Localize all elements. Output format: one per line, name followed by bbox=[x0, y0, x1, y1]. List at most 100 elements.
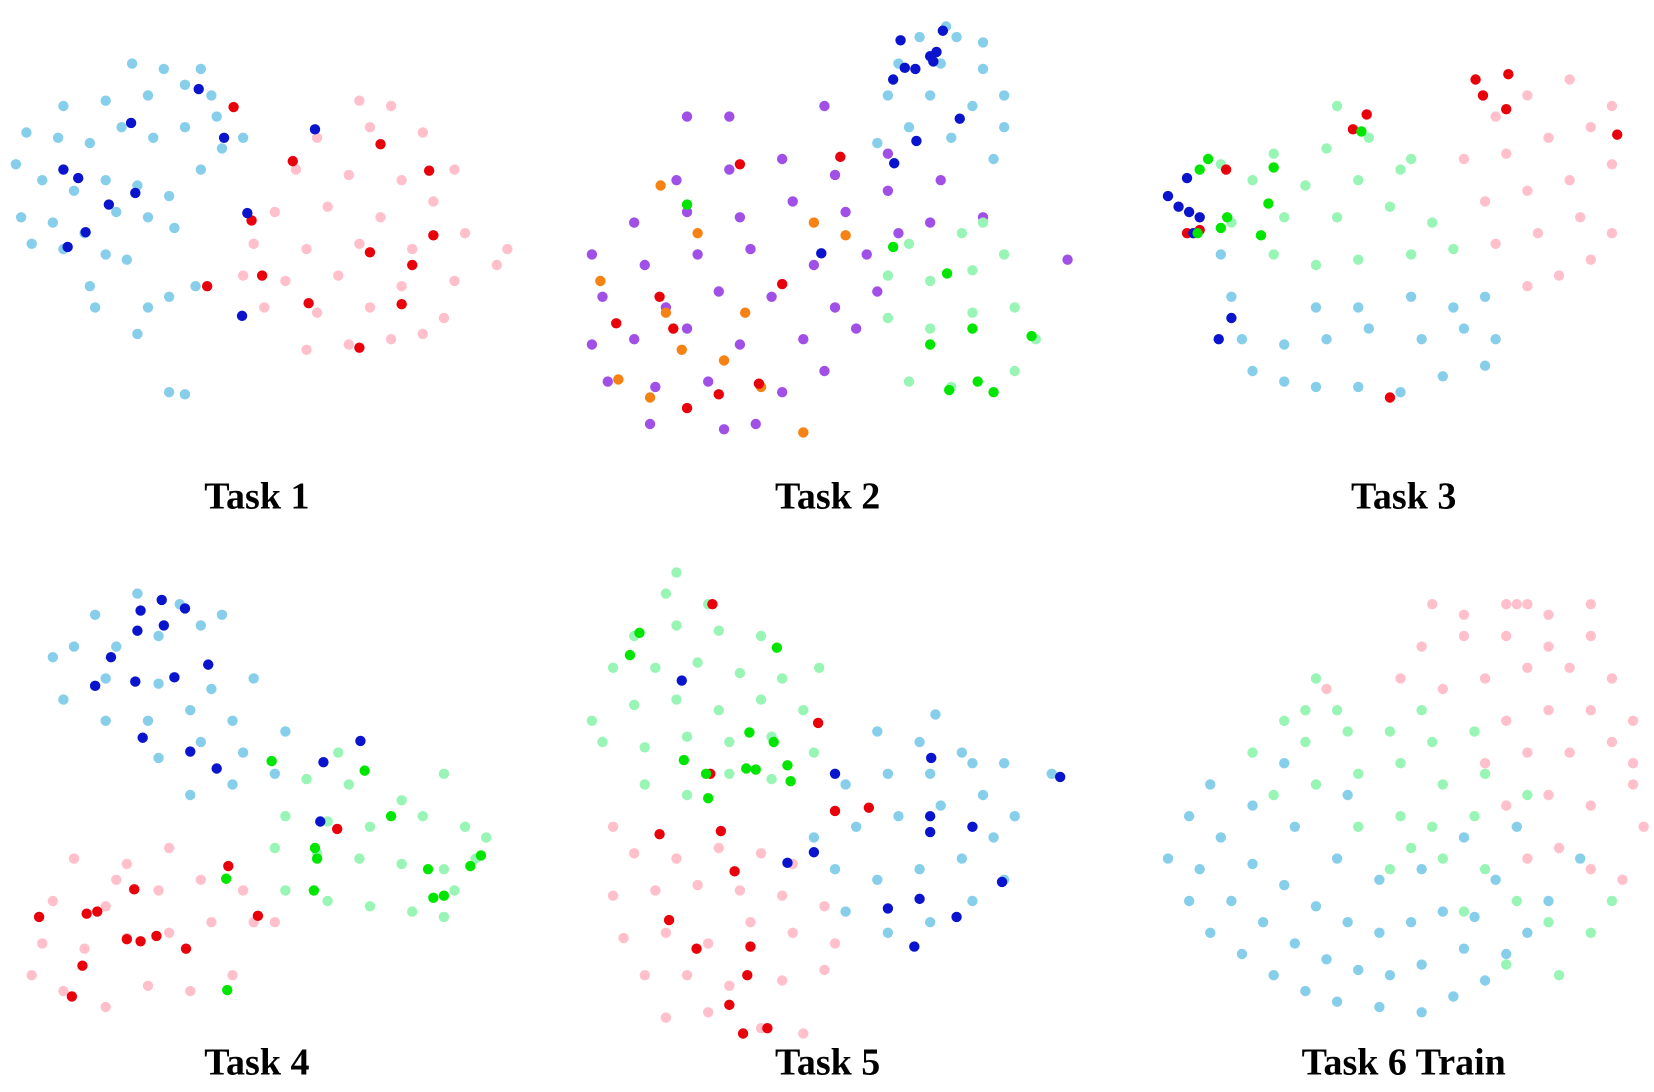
point bbox=[954, 113, 965, 124]
point bbox=[996, 876, 1008, 888]
point bbox=[1374, 927, 1385, 938]
point bbox=[671, 567, 682, 578]
point bbox=[1553, 270, 1565, 281]
point-series bbox=[1215, 100, 1459, 271]
point bbox=[318, 756, 329, 768]
point bbox=[1220, 164, 1232, 175]
point bbox=[449, 885, 460, 896]
point bbox=[734, 667, 746, 679]
point bbox=[1202, 153, 1214, 165]
point bbox=[1205, 779, 1216, 790]
point bbox=[840, 779, 851, 790]
point bbox=[100, 1001, 111, 1013]
point bbox=[1458, 323, 1470, 334]
panel-title: Task 2 bbox=[775, 476, 880, 518]
point bbox=[303, 297, 314, 309]
point bbox=[595, 275, 606, 287]
point bbox=[1331, 100, 1343, 112]
point bbox=[502, 243, 513, 255]
point bbox=[650, 381, 661, 393]
point bbox=[1173, 201, 1184, 212]
point-series bbox=[89, 594, 366, 827]
point bbox=[903, 376, 915, 387]
point bbox=[650, 662, 661, 673]
point bbox=[322, 201, 333, 212]
point bbox=[681, 111, 693, 122]
point bbox=[1612, 129, 1623, 140]
point bbox=[776, 387, 788, 398]
point bbox=[259, 302, 270, 313]
point bbox=[1575, 212, 1586, 223]
point bbox=[103, 199, 115, 210]
point bbox=[156, 594, 167, 606]
point bbox=[650, 885, 661, 896]
point bbox=[459, 228, 471, 239]
point bbox=[1627, 758, 1639, 769]
point bbox=[449, 275, 460, 287]
point bbox=[301, 344, 312, 355]
point bbox=[713, 842, 724, 854]
point bbox=[977, 37, 989, 48]
point bbox=[322, 895, 333, 907]
point bbox=[1437, 853, 1449, 864]
point bbox=[681, 731, 693, 742]
point bbox=[734, 885, 746, 896]
point bbox=[1255, 230, 1267, 241]
point bbox=[893, 228, 904, 239]
point bbox=[308, 885, 320, 896]
point bbox=[882, 90, 894, 101]
point bbox=[248, 673, 259, 684]
point bbox=[988, 153, 999, 165]
point bbox=[77, 960, 88, 971]
point bbox=[89, 302, 101, 313]
point bbox=[1384, 392, 1396, 403]
point bbox=[742, 970, 753, 981]
point bbox=[428, 230, 439, 241]
point bbox=[745, 243, 756, 255]
point bbox=[1437, 683, 1449, 695]
point bbox=[266, 755, 277, 767]
point bbox=[787, 927, 798, 938]
point-series bbox=[586, 567, 825, 801]
point-series bbox=[58, 83, 321, 322]
point bbox=[37, 938, 48, 949]
point bbox=[1469, 811, 1480, 822]
point bbox=[1300, 705, 1311, 716]
point bbox=[1279, 376, 1290, 387]
point-series bbox=[586, 100, 1073, 435]
point bbox=[105, 652, 117, 663]
point bbox=[745, 941, 756, 952]
point bbox=[111, 874, 122, 885]
point bbox=[813, 662, 825, 673]
point bbox=[1522, 281, 1533, 292]
point bbox=[1226, 895, 1237, 907]
point bbox=[84, 137, 96, 149]
point bbox=[1405, 153, 1417, 165]
point bbox=[1458, 630, 1470, 642]
point bbox=[315, 816, 326, 827]
point bbox=[734, 339, 746, 350]
point bbox=[201, 281, 213, 292]
point bbox=[1416, 959, 1427, 970]
point-series bbox=[1192, 126, 1367, 241]
point bbox=[1522, 853, 1533, 864]
point bbox=[1469, 911, 1480, 923]
point bbox=[179, 122, 191, 133]
point bbox=[185, 789, 196, 801]
point bbox=[1479, 768, 1491, 779]
point bbox=[1458, 609, 1470, 620]
point-series bbox=[1321, 599, 1649, 885]
point bbox=[1331, 996, 1343, 1007]
point bbox=[236, 310, 248, 322]
point bbox=[776, 975, 788, 986]
point bbox=[951, 911, 962, 923]
point bbox=[808, 217, 820, 228]
point bbox=[1395, 673, 1406, 684]
point bbox=[100, 901, 111, 912]
point bbox=[755, 848, 767, 859]
point bbox=[1009, 365, 1020, 377]
point bbox=[829, 768, 841, 779]
point bbox=[1490, 874, 1501, 885]
point bbox=[26, 970, 37, 981]
point bbox=[396, 175, 407, 186]
